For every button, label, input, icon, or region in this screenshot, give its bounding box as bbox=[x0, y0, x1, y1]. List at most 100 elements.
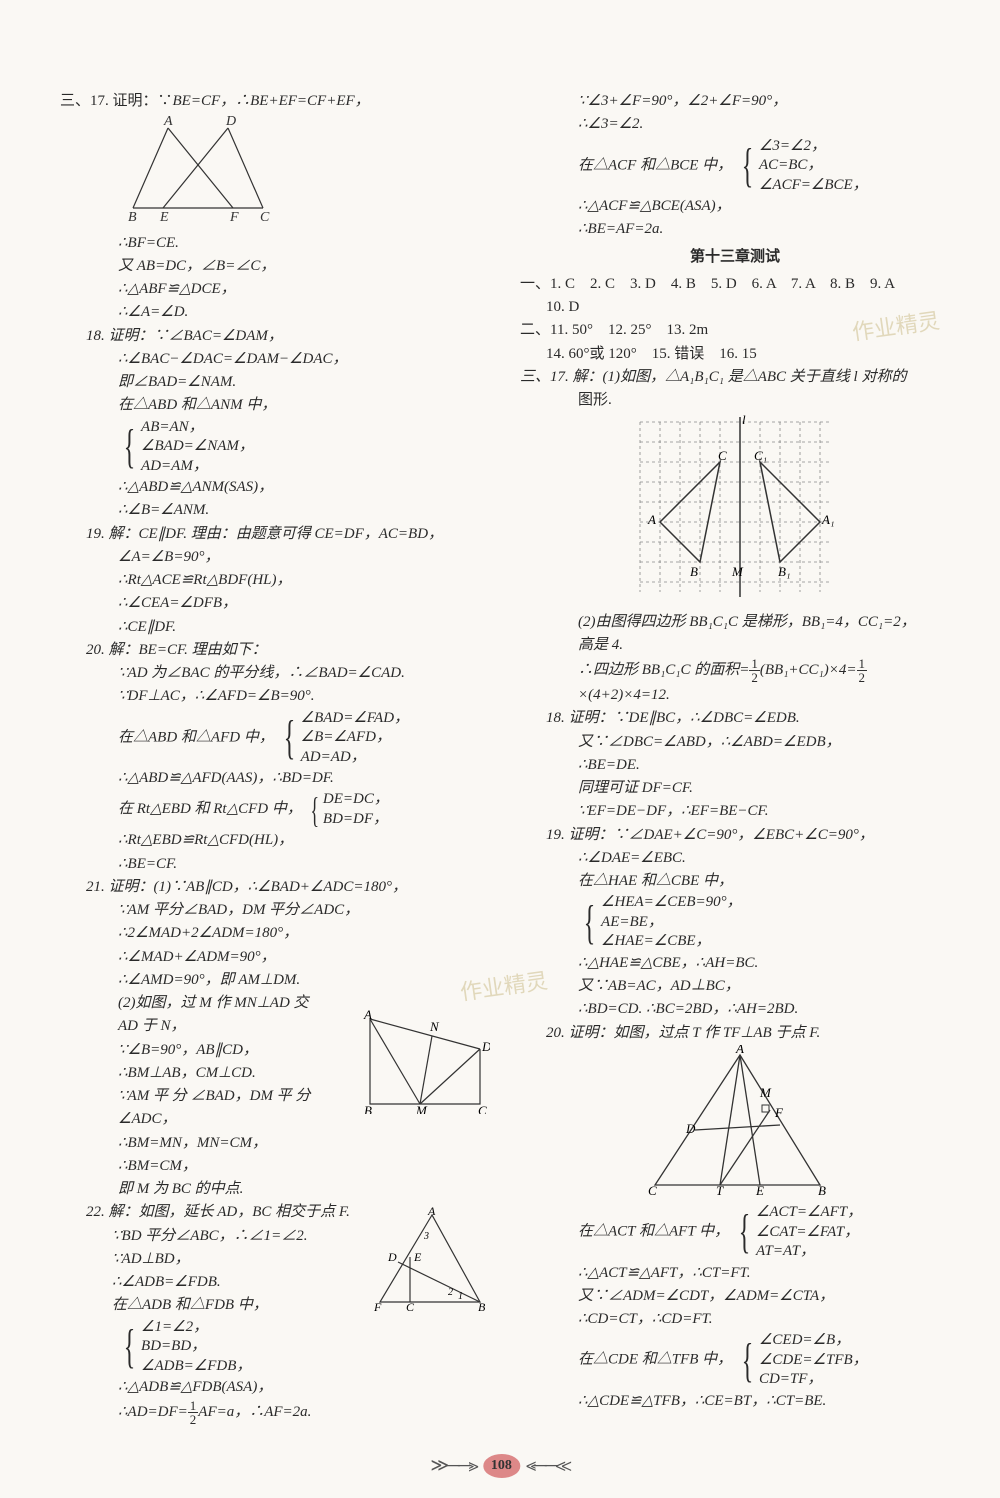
text: 又 AB=DC，∠B=∠C， bbox=[60, 255, 490, 278]
text: 19. 证明：∵∠DAE+∠C=90°，∠EBC+∠C=90°， bbox=[520, 824, 950, 847]
text: 在△HAE 和△CBE 中， bbox=[520, 870, 950, 893]
mc-answers: 一、1. C 2. C 3. D 4. B 5. D 6. A 7. A 8. … bbox=[520, 273, 950, 296]
text: ∴Rt△ACE≌Rt△BDF(HL)， bbox=[60, 569, 490, 592]
text: ∴BE=DE. bbox=[520, 754, 950, 777]
q20-diagram: A MFD CTEB bbox=[520, 1045, 950, 1203]
t: ∠ACF=∠BCE， bbox=[759, 177, 868, 193]
text: ∴∠AMD=90°，即 AM⊥DM. bbox=[60, 969, 490, 992]
svg-text:B: B bbox=[364, 1103, 372, 1114]
text: ∴△CDE≌△TFB，∴CE=BT，∴CT=BE. bbox=[520, 1390, 950, 1413]
q17-diagram: AD BE FC bbox=[60, 113, 490, 231]
svg-text:A₁: A₁ bbox=[821, 512, 834, 527]
text: ∴∠ADB=∠FDB. bbox=[86, 1271, 360, 1294]
text: 18. 证明：∵∠BAC=∠DAM， bbox=[60, 325, 490, 348]
text: ∴∠B=∠ANM. bbox=[60, 499, 490, 522]
text: ∴∠DAE=∠EBC. bbox=[520, 847, 950, 870]
text: 在△ACF 和△BCE 中， bbox=[578, 157, 732, 173]
text: BE=CF，∴BE+EF=CF+EF， bbox=[173, 93, 370, 109]
text: ∴四边形 BB₁C₁C 的面积= bbox=[578, 662, 749, 678]
text: ∵EF=DE−DF，∴EF=BE−CF. bbox=[520, 800, 950, 823]
text: ∵BD 平分∠ABC，∴∠1=∠2. bbox=[86, 1225, 360, 1248]
svg-text:F: F bbox=[229, 210, 239, 223]
text: AF=a，∴AF=2a. bbox=[198, 1404, 311, 1420]
svg-text:F: F bbox=[774, 1105, 784, 1120]
svg-text:E: E bbox=[159, 210, 169, 223]
svg-text:C: C bbox=[406, 1300, 415, 1312]
brace-block: {AB=AN，∠BAD=∠NAM，AD=AM， bbox=[60, 418, 490, 477]
t: AD=AD， bbox=[301, 749, 366, 765]
svg-text:C₁: C₁ bbox=[754, 448, 767, 463]
frac-line: ∴四边形 BB₁C₁C 的面积=12(BB₁+CC₁)×4=12 bbox=[520, 657, 950, 684]
svg-text:D: D bbox=[387, 1250, 397, 1264]
text: 高是 4. bbox=[520, 634, 950, 657]
left-column: 三、17. 证明：∵BE=CF，∴BE+EF=CF+EF， AD BE FC ∴… bbox=[60, 90, 490, 1426]
text: ∴△ACF≌△BCE(ASA)， bbox=[520, 195, 950, 218]
t: ∠CAT=∠FAT， bbox=[756, 1224, 859, 1240]
frac-line: ∴AD=DF=12AF=a，∴AF=2a. bbox=[60, 1399, 490, 1426]
text: 在 Rt△EBD 和 Rt△CFD 中， bbox=[118, 801, 302, 817]
svg-text:E: E bbox=[413, 1250, 422, 1264]
svg-text:C: C bbox=[478, 1103, 487, 1114]
brace-line: 在△ABD 和△AFD 中， {∠BAD=∠FAD，∠B=∠AFD，AD=AD， bbox=[60, 709, 490, 768]
text: ∴∠CEA=∠DFB， bbox=[60, 592, 490, 615]
q17-grid-diagram: l CC₁ AA₁ BMB₁ bbox=[520, 412, 950, 610]
svg-text:B: B bbox=[690, 564, 698, 579]
text: 又∵AB=AC，AD⊥BC， bbox=[520, 975, 950, 998]
svg-text:B₁: B₁ bbox=[778, 564, 790, 579]
t: ∠HEA=∠CEB=90°， bbox=[601, 894, 742, 910]
text: (2)如图，过 M 作 MN⊥AD 交 bbox=[118, 992, 350, 1015]
page-container: 三、17. 证明：∵BE=CF，∴BE+EF=CF+EF， AD BE FC ∴… bbox=[0, 0, 1000, 1466]
text: (BB₁+CC₁)×4= bbox=[760, 662, 857, 678]
text: (2)由图得四边形 BB₁C₁C 是梯形，BB₁=4，CC₁=2， bbox=[520, 611, 950, 634]
mc-answers-2: 10. D bbox=[520, 296, 950, 319]
text: 即 M 为 BC 的中点. bbox=[60, 1178, 490, 1201]
text: 21. 证明：(1)∵AB∥CD，∴∠BAD+∠ADC=180°， bbox=[60, 876, 490, 899]
text: 同理可证 DF=CF. bbox=[520, 777, 950, 800]
text: ∴∠3=∠2. bbox=[520, 113, 950, 136]
brace-block: {∠HEA=∠CEB=90°，AE=BE，∠HAE=∠CBE， bbox=[520, 893, 950, 952]
text: 图形. bbox=[520, 389, 950, 412]
text: 20. 解：BE=CF. 理由如下： bbox=[60, 639, 490, 662]
text: 22. 解：如图，延长 AD，BC 相交于点 F. bbox=[86, 1201, 360, 1224]
text: ∴BE=CF. bbox=[60, 853, 490, 876]
text: ∴∠A=∠D. bbox=[60, 301, 490, 324]
text: ∵AM 平分∠BAD，DM 平分∠ADC， bbox=[60, 899, 490, 922]
brace-line: 在△CDE 和△TFB 中， {∠CED=∠B，∠CDE=∠TFB，CD=TF， bbox=[520, 1331, 950, 1390]
text: ∴∠MAD+∠ADM=90°， bbox=[60, 946, 490, 969]
t: ∠ADB=∠FDB， bbox=[141, 1358, 251, 1374]
text: ∵∠3+∠F=90°，∠2+∠F=90°， bbox=[520, 90, 950, 113]
t: ∠3=∠2， bbox=[759, 138, 826, 154]
svg-text:2: 2 bbox=[448, 1287, 453, 1298]
fill-blank-answers: 二、11. 50° 12. 25° 13. 2m bbox=[520, 319, 950, 342]
text: ∴BE=AF=2a. bbox=[520, 218, 950, 241]
text: ∴Rt△EBD≌Rt△CFD(HL)， bbox=[60, 829, 490, 852]
svg-text:F: F bbox=[373, 1300, 382, 1312]
text: ∵∠B=90°，AB∥CD， bbox=[118, 1039, 350, 1062]
q17-line: 三、17. 证明：∵BE=CF，∴BE+EF=CF+EF， bbox=[60, 90, 490, 113]
text: 又∵∠ADM=∠CDT，∠ADM=∠CTA， bbox=[520, 1285, 950, 1308]
t: ∠CDE=∠TFB， bbox=[759, 1352, 868, 1368]
text: ∠A=∠B=90°， bbox=[60, 546, 490, 569]
t: AC=BC， bbox=[759, 157, 822, 173]
svg-text:D: D bbox=[225, 114, 236, 129]
text: ∴CD=CT，∴CD=FT. bbox=[520, 1308, 950, 1331]
q21-diagram: AND BMC bbox=[360, 1009, 490, 1114]
text: ∵DF⊥AC，∴∠AFD=∠B=90°. bbox=[60, 685, 490, 708]
svg-text:D: D bbox=[481, 1039, 490, 1054]
brace-line: 在△ACT 和△AFT 中， {∠ACT=∠AFT，∠CAT=∠FAT，AT=A… bbox=[520, 1203, 950, 1262]
svg-text:A: A bbox=[363, 1009, 372, 1022]
text: 20. 证明：如图，过点 T 作 TF⊥AB 于点 F. bbox=[520, 1022, 950, 1045]
text: ∴BM=MN，MN=CM， bbox=[60, 1132, 490, 1155]
text: 18. 证明：∵DE∥BC，∴∠DBC=∠EDB. bbox=[520, 707, 950, 730]
text: ∠ADC， bbox=[118, 1108, 350, 1131]
right-column: ∵∠3+∠F=90°，∠2+∠F=90°， ∴∠3=∠2. 在△ACF 和△BC… bbox=[520, 90, 950, 1426]
svg-text:E: E bbox=[755, 1183, 764, 1195]
text: ∴BD=CD. ∴BC=2BD，∴AH=2BD. bbox=[520, 998, 950, 1021]
text: ∴△ABF≌△DCE， bbox=[60, 278, 490, 301]
svg-text:B: B bbox=[818, 1183, 826, 1195]
svg-text:B: B bbox=[478, 1300, 486, 1312]
svg-text:1: 1 bbox=[458, 1291, 463, 1302]
text: 三、17. 证明：∵ bbox=[60, 93, 173, 109]
svg-text:A: A bbox=[647, 512, 656, 527]
t: BD=DF， bbox=[323, 811, 388, 827]
